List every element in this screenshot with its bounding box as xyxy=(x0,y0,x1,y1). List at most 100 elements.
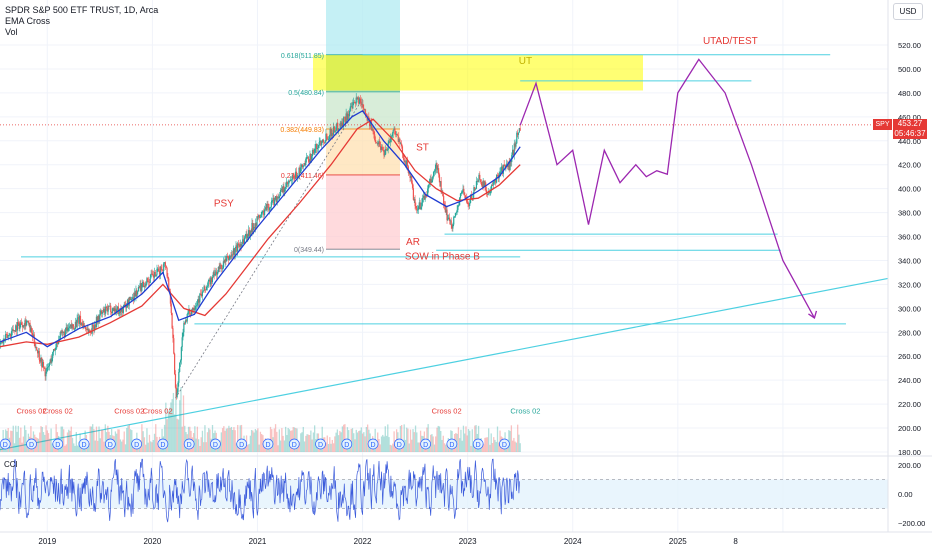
volume-bar xyxy=(123,431,125,452)
volume-bar xyxy=(220,432,222,452)
candle-body xyxy=(211,276,214,283)
candle-body xyxy=(280,188,282,190)
price-tick-label: 420.00 xyxy=(898,161,921,170)
candle-body xyxy=(416,209,419,211)
candle-body xyxy=(211,277,213,283)
dividend-marker-label: D xyxy=(371,442,376,449)
volume-bar xyxy=(180,387,182,452)
candle-body xyxy=(466,199,468,203)
candle-body xyxy=(337,129,340,131)
volume-bar xyxy=(145,444,147,452)
price-tick-label: 220.00 xyxy=(898,400,921,409)
volume-bar xyxy=(314,425,316,452)
candle-body xyxy=(221,265,223,270)
candle-body xyxy=(469,202,471,206)
time-tick-label: 2021 xyxy=(249,537,267,546)
volume-bar xyxy=(461,440,463,452)
candle-body xyxy=(31,333,34,338)
price-tick-label: 460.00 xyxy=(898,113,921,122)
candle-body xyxy=(40,357,42,362)
volume-bar xyxy=(196,426,199,452)
volume-bar xyxy=(518,434,520,452)
volume-bar xyxy=(51,443,54,452)
volume-bar xyxy=(13,443,16,452)
volume-bar xyxy=(441,439,443,452)
candle-body xyxy=(357,97,359,100)
candle-body xyxy=(310,154,312,160)
cci-label[interactable]: CCI xyxy=(4,460,18,469)
candle-body xyxy=(380,146,382,150)
wyckoff-annotation: PSY xyxy=(214,199,234,210)
candle-body xyxy=(422,195,425,198)
candle-body xyxy=(52,352,54,359)
candle-body xyxy=(346,113,348,121)
candle-body xyxy=(26,320,29,322)
candle-body xyxy=(292,175,294,177)
candle-body xyxy=(327,138,329,140)
candle-body xyxy=(348,114,350,117)
candle-body xyxy=(413,199,415,200)
price-tick-label: 240.00 xyxy=(898,376,921,385)
candle-body xyxy=(181,337,183,348)
candle-body xyxy=(232,254,234,256)
candle-body xyxy=(216,271,219,275)
candle-body xyxy=(454,213,457,217)
candle-body xyxy=(151,273,153,275)
volume-bar xyxy=(142,431,144,452)
dividend-marker xyxy=(78,438,90,450)
candle-body xyxy=(78,317,80,324)
volume-bar xyxy=(276,431,278,452)
candle-body xyxy=(209,279,211,285)
currency-button[interactable]: USD xyxy=(893,3,923,20)
price-tick-label: 180.00 xyxy=(898,448,921,457)
candle-body xyxy=(6,334,8,338)
candle-body xyxy=(15,325,17,332)
candle-body xyxy=(255,223,257,226)
volume-bar xyxy=(278,429,280,452)
volume-bar xyxy=(336,429,339,452)
candle-body xyxy=(506,163,508,167)
candle-body xyxy=(50,359,52,363)
candle-body xyxy=(350,106,352,108)
candle-body xyxy=(1,341,3,343)
candle-body xyxy=(403,157,405,163)
volume-bar xyxy=(102,430,104,452)
cci-line xyxy=(0,458,520,523)
indicator-ema-cross[interactable]: EMA Cross xyxy=(5,16,51,26)
candle-body xyxy=(175,387,177,398)
candle-body xyxy=(406,160,409,167)
candle-body xyxy=(105,306,107,314)
candle-body xyxy=(322,139,325,143)
candle-body xyxy=(8,334,10,336)
candle-body xyxy=(184,320,187,324)
volume-bar xyxy=(119,439,122,452)
volume-bar xyxy=(40,426,42,452)
candle-body xyxy=(102,311,104,313)
candle-body xyxy=(106,308,108,312)
candle-body xyxy=(80,322,82,325)
candle-body xyxy=(325,133,327,141)
volume-bar xyxy=(46,430,48,452)
price-tick-label: 200.00 xyxy=(898,424,921,433)
volume-bar xyxy=(11,430,13,452)
volume-bar xyxy=(365,427,368,452)
candle-body xyxy=(243,237,246,244)
volume-bar xyxy=(416,432,418,452)
volume-bar xyxy=(234,430,236,452)
candle-body xyxy=(283,185,285,193)
volume-bar xyxy=(232,430,234,452)
dividend-marker-label: D xyxy=(449,442,454,449)
symbol-title[interactable]: SPDR S&P 500 ETF TRUST, 1D, Arca xyxy=(5,5,159,15)
volume-bar xyxy=(239,425,241,452)
volume-bar xyxy=(151,442,153,452)
volume-bar xyxy=(0,445,2,452)
candle-body xyxy=(118,313,120,314)
candle-body xyxy=(137,286,140,292)
candle-body xyxy=(516,132,518,144)
candle-body xyxy=(101,311,103,314)
candle-body xyxy=(121,308,123,312)
candle-body xyxy=(138,286,140,288)
indicator-volume[interactable]: Vol xyxy=(5,27,18,37)
candle-body xyxy=(24,320,26,327)
